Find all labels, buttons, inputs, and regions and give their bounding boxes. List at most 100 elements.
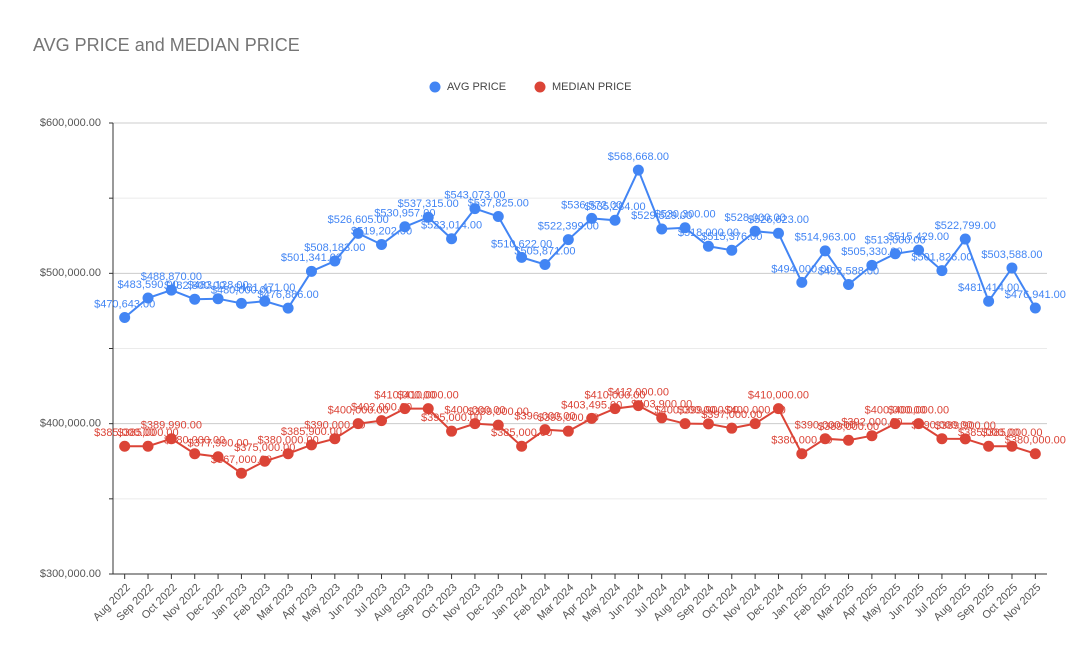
y-tick-label: $500,000.00 [40, 267, 101, 279]
data-point [656, 223, 668, 235]
data-point [376, 415, 388, 427]
data-point [959, 433, 971, 445]
y-tick-label: $400,000.00 [40, 418, 101, 430]
data-label: $482,800.00 [164, 280, 225, 292]
data-point [492, 419, 504, 431]
data-label: $514,963.00 [795, 232, 856, 244]
data-point [843, 278, 855, 290]
data-label: $492,588.00 [818, 265, 879, 277]
data-point [235, 297, 247, 309]
data-label: $501,341.00 [281, 252, 342, 264]
data-label: $367,000.00 [211, 454, 272, 466]
data-point [679, 222, 691, 234]
data-point [889, 248, 901, 260]
data-label: $483,590.00 [117, 279, 178, 291]
data-point [399, 221, 411, 233]
data-label: $389,900.00 [935, 420, 996, 432]
data-point [119, 440, 131, 452]
data-point [469, 418, 481, 430]
data-label: $399,900.00 [678, 405, 739, 417]
series-line [124, 167, 1037, 319]
data-point [165, 433, 177, 445]
legend-label: AVG PRICE [447, 81, 506, 93]
data-label: $518,000.00 [678, 227, 739, 239]
data-point [352, 418, 364, 430]
data-point [866, 259, 878, 271]
data-label: $400,000.00 [654, 405, 715, 417]
data-label: $385,000.00 [94, 427, 155, 439]
data-label: $515,429.00 [888, 231, 949, 243]
data-point [726, 422, 738, 434]
data-label: $488,870.00 [141, 271, 202, 283]
data-label: $476,941.00 [1005, 289, 1066, 301]
data-label: $535,284.00 [584, 201, 645, 213]
data-point [796, 276, 808, 288]
data-point [983, 440, 995, 452]
data-point [446, 425, 458, 437]
data-point [866, 430, 878, 442]
data-point [399, 403, 411, 415]
data-point [142, 292, 154, 304]
data-point [936, 265, 948, 277]
data-label: $396,000.00 [514, 411, 575, 423]
data-label: $505,330.00 [841, 246, 902, 258]
data-label: $494,000.00 [771, 263, 832, 275]
data-point [469, 203, 481, 215]
data-point [562, 425, 574, 437]
data-label: $510,622.00 [491, 238, 552, 250]
data-point [1029, 302, 1041, 314]
data-label: $528,000.00 [725, 212, 786, 224]
data-point [165, 284, 177, 296]
data-point [936, 433, 948, 445]
data-label: $568,668.00 [608, 151, 669, 163]
data-point [446, 233, 458, 245]
data-label: $480,000.00 [211, 284, 272, 296]
data-label: $530,300.00 [654, 209, 715, 221]
data-point [259, 455, 271, 467]
data-label: $403,900.00 [631, 399, 692, 411]
data-label: $395,000.00 [538, 412, 599, 424]
data-label: $537,825.00 [468, 197, 529, 209]
data-label: $395,000.00 [421, 412, 482, 424]
data-label: $385,000.00 [958, 427, 1019, 439]
data-point [212, 451, 224, 463]
data-point [329, 433, 341, 445]
data-label: $505,871.00 [514, 245, 575, 257]
data-point [422, 211, 434, 223]
data-label: $380,000.00 [1005, 435, 1066, 447]
data-point [819, 245, 831, 257]
data-point [632, 400, 644, 412]
data-label: $508,183.00 [304, 242, 365, 254]
data-label: $377,990.00 [187, 438, 248, 450]
data-label: $410,000.00 [748, 390, 809, 402]
data-label: $481,471.00 [234, 282, 295, 294]
data-point [305, 439, 317, 451]
data-label: $385,000.00 [117, 427, 178, 439]
data-label: $400,000.00 [725, 405, 786, 417]
data-label: $380,000.00 [258, 435, 319, 447]
data-label: $385,000.00 [981, 427, 1042, 439]
data-point [702, 418, 714, 430]
data-point [212, 293, 224, 305]
data-label: $403,495.00 [561, 399, 622, 411]
data-point [329, 255, 341, 267]
data-label: $503,588.00 [981, 249, 1042, 261]
data-label: $476,886.00 [258, 289, 319, 301]
data-label: $470,643.00 [94, 298, 155, 310]
data-label: $522,399.00 [538, 221, 599, 233]
data-label: $380,000.00 [164, 435, 225, 447]
data-label: $385,000.00 [491, 427, 552, 439]
data-label: $536,572.00 [561, 199, 622, 211]
data-point [189, 293, 201, 305]
data-point [282, 448, 294, 460]
data-label: $400,000.00 [888, 405, 949, 417]
data-point [539, 259, 551, 271]
data-point [352, 227, 364, 239]
data-point [142, 440, 154, 452]
data-point [913, 418, 925, 430]
data-point [516, 251, 528, 263]
data-label: $390,000.00 [911, 420, 972, 432]
data-label: $522,799.00 [935, 220, 996, 232]
data-label: $519,202.00 [351, 225, 412, 237]
